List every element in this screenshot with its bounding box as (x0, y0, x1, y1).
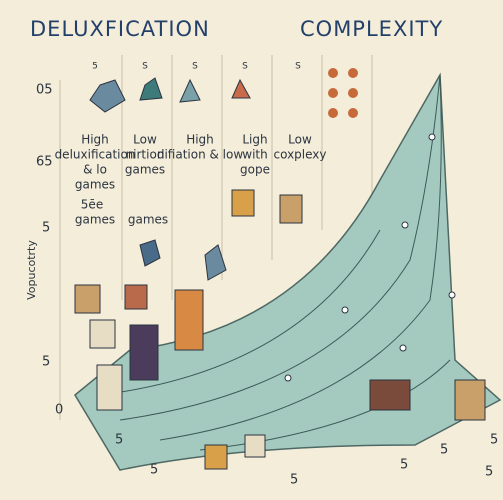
column-label: with (242, 148, 267, 162)
y-label: 65 (36, 155, 53, 170)
bottom-label: 5 (150, 463, 158, 478)
row-label: 5ēe (81, 198, 103, 212)
column-label: difiation & low (157, 148, 244, 162)
top-label: S (142, 62, 148, 72)
bottom-label: 5 (290, 473, 298, 488)
bottom-label: 5 (440, 443, 448, 458)
bottom-label: 5 (485, 465, 493, 480)
bottom-label: 5 (115, 433, 123, 448)
column-label: games (75, 178, 115, 192)
column-label: Low (288, 133, 312, 147)
top-label: S (192, 62, 198, 72)
surface-lines (99, 74, 451, 451)
header-right: COMPLEXITY (300, 17, 443, 41)
bottom-label: 5 (490, 433, 498, 448)
row-label: games (128, 213, 168, 227)
column-label: gope (240, 163, 270, 177)
top-label: 5 (92, 62, 98, 72)
header-left: DELUXFICATION (30, 17, 210, 41)
surface-points (284, 133, 456, 382)
column-label: coxplexy (274, 148, 327, 162)
column-label: games (125, 163, 165, 177)
column-label: & lo (83, 163, 107, 177)
y-label: 5 (42, 355, 50, 370)
column-label: Ligh (242, 133, 267, 147)
column-label: nirtion (126, 148, 165, 162)
column-label: Low (133, 133, 157, 147)
column-label: High (81, 133, 109, 147)
dice (74, 77, 486, 470)
top-label: S (242, 62, 248, 72)
column-label: deluxification (55, 148, 136, 162)
y-axis-title: Vopucotrty (25, 240, 38, 300)
y-label: 05 (36, 83, 53, 98)
bottom-label: 5 (400, 458, 408, 473)
tokens (328, 68, 358, 118)
surface (74, 72, 502, 471)
row-label: games (75, 213, 115, 227)
y-label: 5 (42, 221, 50, 236)
y-label: 0 (55, 403, 63, 418)
column-label: High (186, 133, 214, 147)
top-label: S (295, 62, 301, 72)
